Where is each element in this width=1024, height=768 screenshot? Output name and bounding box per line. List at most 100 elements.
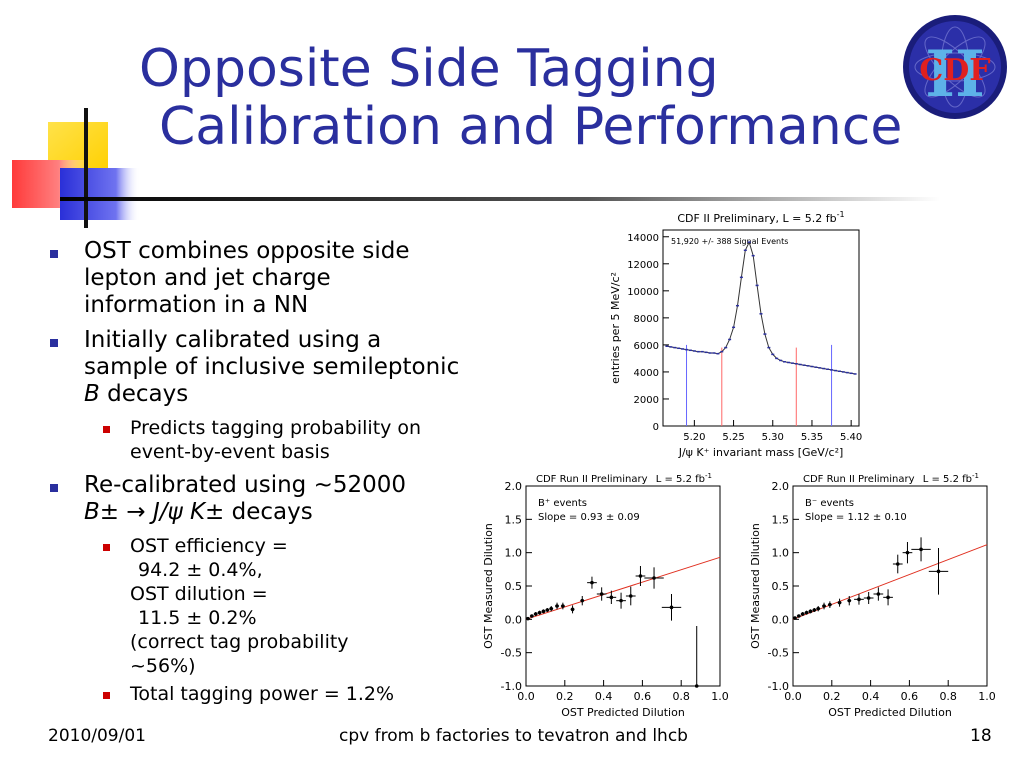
bullet-3-text: Re-calibrated using ~52000 [84,472,407,498]
data-point [526,616,530,621]
x-tick-label: 0.2 [556,690,574,703]
y-tick-label: 0 [653,422,659,433]
legend-line-1: B⁻ events [805,498,854,509]
x-axis-label: OST Predicted Dilution [561,706,685,719]
title-rule [60,197,940,201]
data-point [808,609,813,614]
data-point [533,612,538,616]
y-tick-label: 0.0 [772,613,790,626]
data-point [638,574,643,578]
sub-bullet-tagging-power: Total tagging power = 1.2% [48,682,468,706]
data-point [936,569,941,574]
chart-title-left: CDF Run II Preliminary [536,474,648,485]
data-point [895,562,900,566]
y-tick-label: 1.5 [505,513,523,526]
data-point [570,607,575,612]
y-tick-label: 6000 [634,341,659,352]
y-tick-label: 2.0 [772,480,790,493]
bullet-ost-combines: OST combines opposite side lepton and je… [48,238,468,319]
bullet-2-post: decays [99,381,189,407]
data-point [866,596,871,600]
efficiency-line-4: 11.5 ± 0.2% [138,607,257,629]
cdf-logo: II CDF [903,15,1007,119]
data-point [886,595,890,600]
footer-page-number: 18 [970,726,992,746]
bminus-dilution-plot: CDF Run II Preliminary L = 5.2 fb-1 B⁻ eve… [749,472,996,719]
data-point [800,612,805,616]
y-tick-label: 12000 [627,260,659,271]
x-tick-label: 0.8 [939,690,957,703]
bullet-3-post: decays [224,499,313,525]
y-tick-label: 0.0 [505,613,523,626]
legend-line-2: Slope = 0.93 ± 0.09 [538,512,640,523]
x-tick-label: 1.0 [978,690,996,703]
chart-title-right: L = 5.2 fb-1 [656,472,712,485]
data-point [828,602,832,607]
bullet-2-b: B [84,381,100,407]
x-tick-label: 0.2 [823,690,841,703]
y-tick-label: -1.0 [768,680,789,693]
efficiency-line-2: 94.2 ± 0.4%, [138,559,263,581]
data-point [919,547,923,552]
mass-plot: CDF II Preliminary, L = 5.2 fb-1 51,920 +… [609,210,862,459]
x-tick-label: 0.8 [672,690,690,703]
data-point [561,604,565,608]
chart-annotation: 51,920 +/- 388 Signal Events [671,237,788,246]
x-tick-label: 5.30 [762,432,784,443]
x-tick-label: 1.0 [711,690,729,703]
y-tick-label: 1.0 [772,547,790,560]
data-point [804,610,809,615]
logo-roman: II [925,37,985,112]
x-tick-label: 5.40 [840,432,862,443]
y-tick-label: 0.5 [505,580,523,593]
title-line-1: Opposite Side Tagging [139,39,719,99]
fit-line [792,544,988,620]
bullet-3-formula: B± → J/ψ K± [84,499,225,525]
chart-title: CDF II Preliminary, L = 5.2 fb-1 [677,210,844,225]
bullet-initially-calibrated: Initially calibrated using a sample of i… [48,327,468,408]
legend-line-2: Slope = 1.12 ± 0.10 [805,512,907,523]
efficiency-line-5: (correct tag probability [130,631,349,653]
y-tick-label: -0.5 [768,647,789,660]
x-tick-label: 0.0 [784,690,802,703]
data-point [905,550,910,555]
data-point [797,614,801,618]
title-line-2: Calibration and Performance [159,97,903,157]
y-tick-label: 1.0 [505,547,523,560]
x-tick-label: 5.35 [801,432,823,443]
chart-title-sup: -1 [972,472,979,480]
data-point [694,684,699,688]
data-point [555,604,559,608]
data-point [876,592,881,596]
y-tick-label: 0.5 [772,580,790,593]
chart-title-sup: -1 [837,210,845,219]
data-point [628,594,633,598]
chart-title-right: L = 5.2 fb-1 [923,472,979,485]
slide-title: Opposite Side Tagging Calibration and Pe… [135,40,915,156]
data-point [580,598,585,603]
x-tick-label: 0.6 [634,690,652,703]
data-point [793,616,797,620]
bullet-list: OST combines opposite side lepton and je… [48,238,468,708]
x-axis-label: J/ψ K⁺ invariant mass [GeV/c²] [678,446,844,459]
y-tick-label: -0.5 [501,647,522,660]
sub-bullet-predicts: Predicts tagging probability on event-by… [48,416,468,464]
data-point [549,606,554,611]
y-tick-label: 8000 [634,314,659,325]
y-tick-label: 2000 [634,395,659,406]
y-tick-label: 1.5 [772,513,790,526]
y-tick-label: -1.0 [501,680,522,693]
x-tick-label: 0.6 [901,690,919,703]
chart-title-sup: -1 [705,472,712,480]
data-point [812,608,817,612]
y-axis-label: OST Measured Dilution [482,523,495,649]
data-point [837,600,842,605]
legend-line-1: B⁺ events [538,498,587,509]
chart-title-left: CDF Run II Preliminary [803,474,915,485]
data-point [537,610,542,615]
efficiency-line-6: ~56%) [130,655,196,677]
bullet-2-text: Initially calibrated using a sample of i… [84,327,460,380]
y-tick-label: 2.0 [505,480,523,493]
data-point [590,580,594,585]
sub-bullet-efficiency: OST efficiency = 94.2 ± 0.4%, OST diluti… [48,534,468,678]
